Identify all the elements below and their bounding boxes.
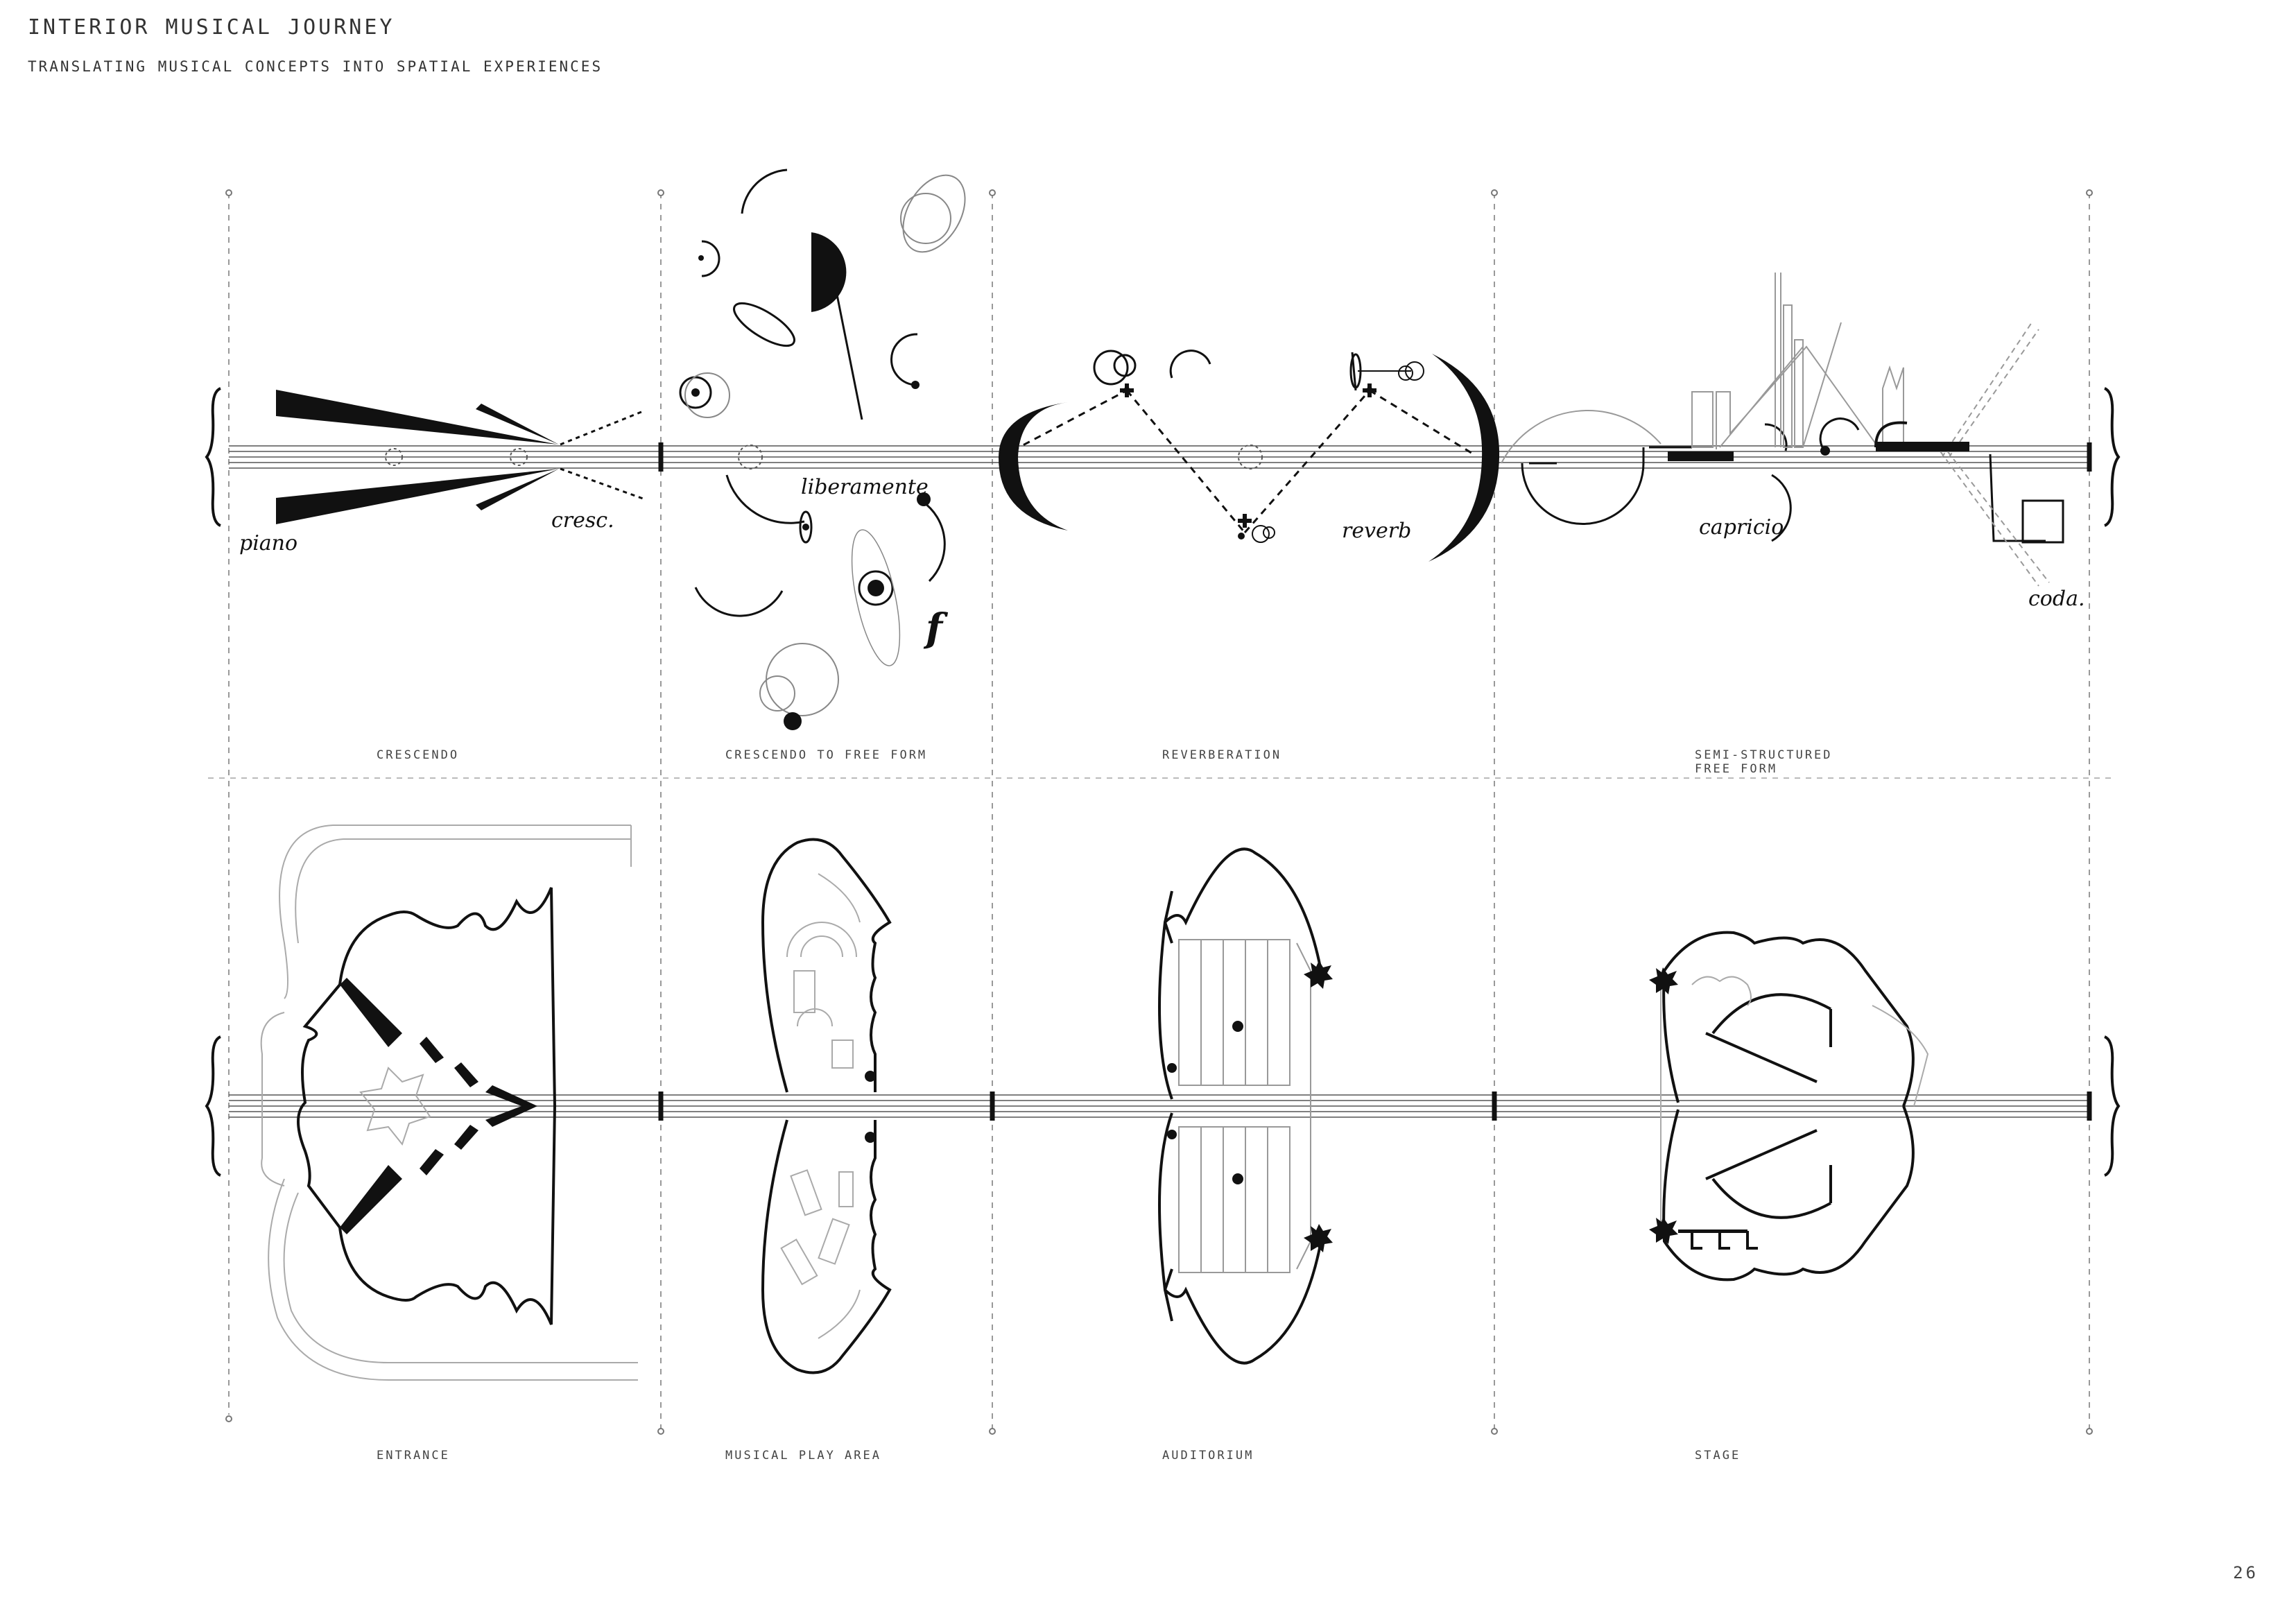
top-staff [229, 445, 2089, 469]
coda-dashed-lines [1934, 322, 2050, 587]
entrance-plan-solid [340, 978, 537, 1234]
label-semi-structured: SEMI-STRUCTURED [1695, 748, 1833, 762]
crescendo-dotted-extension [560, 409, 646, 501]
entrance-plan-light [260, 825, 638, 1381]
stage-light [1660, 976, 1929, 1227]
annotation-capricio: capricio [1699, 515, 1784, 540]
label-free-form: FREE FORM [1695, 762, 1777, 776]
right-brace-top [2104, 387, 2121, 527]
semi-structured-light [1501, 273, 1904, 464]
annotation-cresc: cresc. [551, 508, 614, 533]
reverberation-brackets [999, 354, 1500, 562]
top-barlines [658, 442, 2092, 472]
annotation-liberamente: liberamente [801, 475, 929, 499]
stage-steps [1691, 1231, 1758, 1250]
label-musical-play-area: MUSICAL PLAY AREA [725, 1449, 881, 1463]
crescendo-hairpins [276, 390, 559, 524]
label-entrance: ENTRANCE [377, 1449, 450, 1463]
semi-structured-arc [1874, 421, 1908, 448]
annotation-coda: coda. [2028, 587, 2085, 611]
semi-structured-solid [1668, 442, 1969, 461]
reverberation-crosses [1120, 383, 1376, 540]
reverberation-shapes [1012, 350, 1474, 543]
page-title: INTERIOR MUSICAL JOURNEY [28, 15, 395, 40]
label-crescendo: CRESCENDO [377, 748, 459, 762]
play-area-stars [865, 1071, 876, 1143]
staff-dashed-notes [385, 445, 1263, 469]
annotation-forte: f [923, 605, 949, 651]
column-guides [228, 193, 2090, 1429]
play-area-plan [761, 838, 892, 1374]
label-stage: STAGE [1695, 1449, 1741, 1463]
bottom-staff [229, 1094, 2089, 1118]
left-brace-top [205, 387, 221, 527]
annotation-reverb: reverb [1342, 519, 1411, 543]
label-crescendo-to-free-form: CRESCENDO TO FREE FORM [725, 748, 927, 762]
page-number: 26 [2233, 1563, 2259, 1582]
auditorium-plan [1158, 847, 1322, 1365]
right-brace-bottom [2104, 1035, 2121, 1177]
play-area-interior [780, 873, 861, 1339]
guide-end-dots [225, 189, 2093, 1435]
entrance-plan-walls [297, 887, 556, 1325]
free-form-solid-marks [691, 232, 931, 730]
semi-structured-shapes [1521, 417, 2064, 544]
auditorium-seating [1178, 939, 1311, 1273]
annotation-piano: piano [239, 531, 297, 555]
auditorium-stars [1167, 960, 1333, 1252]
label-auditorium: AUDITORIUM [1162, 1449, 1254, 1463]
left-brace-bottom [205, 1035, 221, 1177]
free-form-shapes [679, 169, 966, 716]
label-reverberation: REVERBERATION [1162, 748, 1281, 762]
stage-solid [1649, 967, 1747, 1244]
page-subtitle: TRANSLATING MUSICAL CONCEPTS INTO SPATIA… [28, 58, 603, 75]
bottom-barlines [658, 1092, 2092, 1121]
